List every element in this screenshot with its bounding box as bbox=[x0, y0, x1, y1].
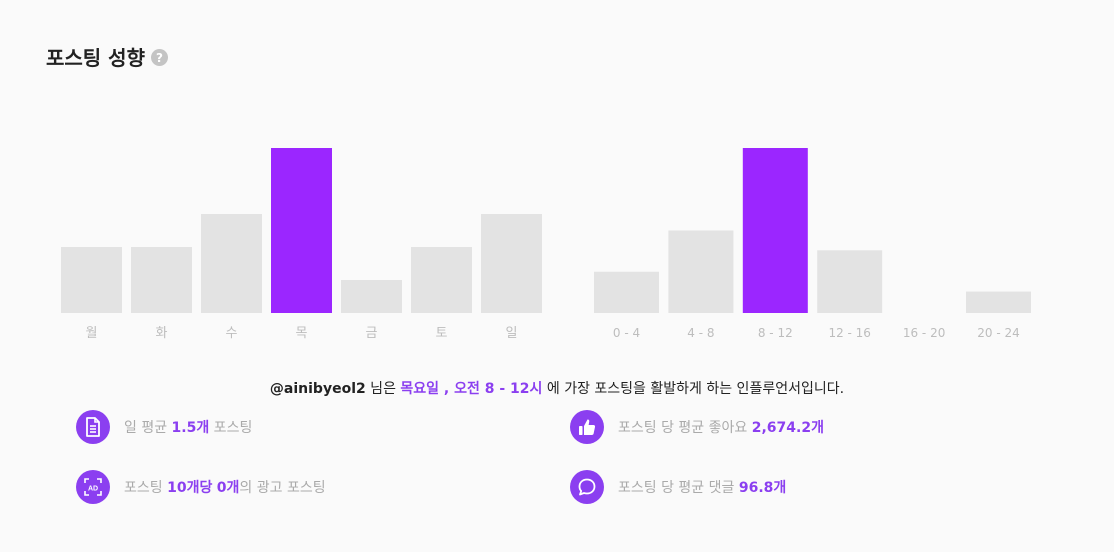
tick-label-time-2: 8 - 12 bbox=[758, 326, 793, 340]
stat-average-comments: 포스팅 당 평균 댓글 96.8개 bbox=[570, 470, 786, 504]
summary-text-1: 님은 bbox=[365, 381, 401, 397]
thumbs-up-icon bbox=[570, 410, 604, 444]
stat-daily-text: 일 평균 1.5개 포스팅 bbox=[124, 420, 253, 436]
bar-day-3 bbox=[271, 148, 332, 313]
bar-day-5 bbox=[411, 247, 472, 313]
bar-day-2 bbox=[201, 214, 262, 313]
summary-day: 목요일 bbox=[400, 381, 440, 397]
bar-time-1 bbox=[668, 230, 734, 313]
stat-ad-text: 포스팅 10개당 0개의 광고 포스팅 bbox=[124, 480, 326, 496]
stat-average-likes: 포스팅 당 평균 좋아요 2,674.2개 bbox=[570, 410, 824, 444]
tick-label-day-1: 화 bbox=[156, 326, 168, 341]
stat-daily-average: 일 평균 1.5개 포스팅 bbox=[76, 410, 252, 444]
stat-likes-text: 포스팅 당 평균 좋아요 2,674.2개 bbox=[618, 420, 824, 436]
tick-label-day-0: 월 bbox=[86, 326, 98, 341]
section-header: 포스팅 성향 ? bbox=[46, 42, 168, 71]
tick-label-time-3: 12 - 16 bbox=[828, 326, 871, 340]
summary-handle: @ainibyeol2 bbox=[269, 381, 366, 397]
summary-time: 오전 8 - 12시 bbox=[454, 381, 543, 397]
tick-label-day-5: 토 bbox=[436, 326, 448, 341]
svg-text:AD: AD bbox=[88, 486, 98, 493]
bar-time-0 bbox=[594, 271, 659, 313]
bar-day-1 bbox=[131, 247, 192, 313]
tick-label-day-6: 일 bbox=[506, 326, 518, 341]
summary-text-2: 에 가장 포스팅을 활발하게 하는 인플루언서입니다. bbox=[542, 381, 845, 397]
bar-day-0 bbox=[61, 247, 122, 313]
stat-ad-ratio: AD 포스팅 10개당 0개의 광고 포스팅 bbox=[76, 470, 326, 504]
section-title: 포스팅 성향 bbox=[46, 46, 145, 70]
bar-time-5 bbox=[966, 291, 1031, 313]
tick-label-time-1: 4 - 8 bbox=[687, 326, 714, 340]
bar-day-4 bbox=[341, 280, 402, 313]
summary-sentence: @ainibyeol2 님은 목요일 , 오전 8 - 12시 에 가장 포스팅… bbox=[0, 378, 1114, 398]
bar-time-3 bbox=[817, 250, 883, 313]
tick-label-day-2: 수 bbox=[226, 326, 238, 341]
stat-comments-text: 포스팅 당 평균 댓글 96.8개 bbox=[618, 480, 787, 496]
bar-time-2 bbox=[742, 148, 808, 313]
posting-charts: 월 화 수 목 금 토 일 0 - 4 4 - 8 8 - 12 12 - 16 16 - 20 20 … bbox=[61, 148, 1031, 341]
tick-label-day-4: 금 bbox=[366, 326, 378, 341]
bar-day-6 bbox=[481, 214, 542, 313]
tick-label-day-3: 목 bbox=[296, 326, 308, 341]
ad-icon: AD bbox=[76, 470, 110, 504]
document-icon bbox=[76, 410, 110, 444]
tick-label-time-4: 16 - 20 bbox=[903, 326, 946, 340]
help-icon[interactable]: ? bbox=[150, 49, 168, 66]
tick-label-time-0: 0 - 4 bbox=[613, 326, 640, 340]
tick-label-time-5: 20 - 24 bbox=[977, 326, 1020, 340]
speech-bubble-icon bbox=[570, 470, 604, 504]
summary-sep: , bbox=[439, 381, 455, 397]
